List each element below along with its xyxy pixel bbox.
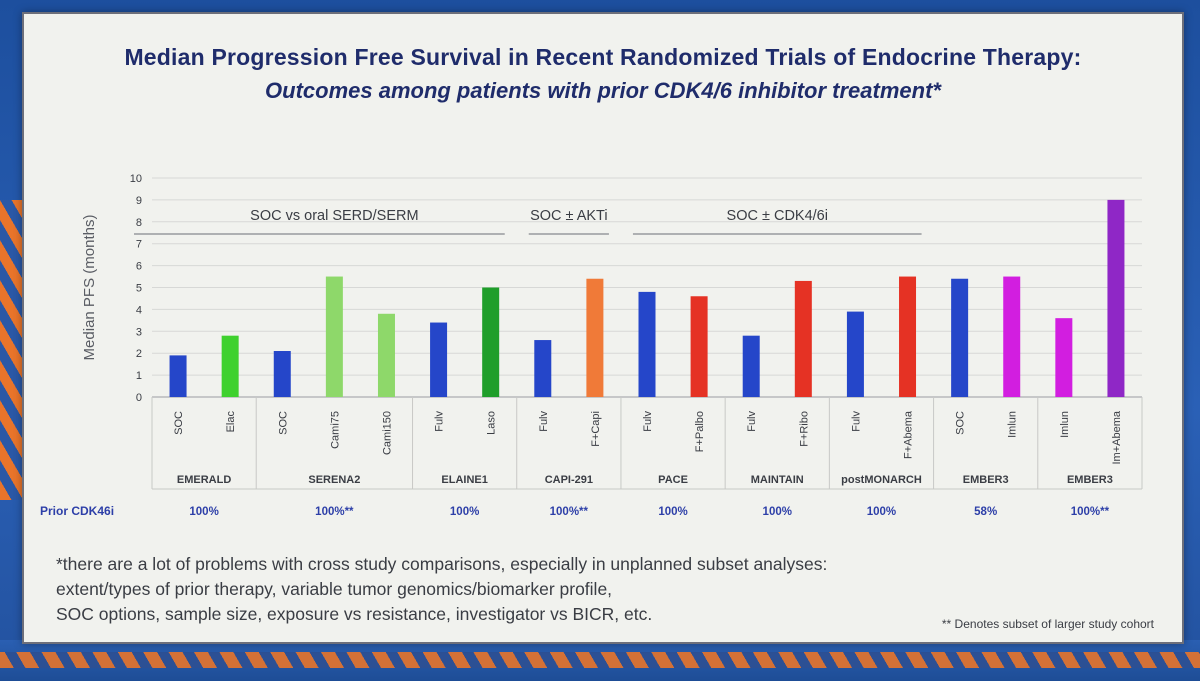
group-label: EMERALD	[177, 474, 231, 486]
group-label: EMBER3	[1067, 474, 1113, 486]
bar-label: SOC	[955, 411, 967, 435]
annotation-label: SOC ± CDK4/6i	[727, 208, 828, 224]
group-label: postMONARCH	[841, 474, 922, 486]
group-label: ELAINE1	[441, 474, 487, 486]
bar-label: F+Capi	[590, 411, 602, 447]
footnote-line-2: extent/types of prior therapy, variable …	[56, 579, 613, 599]
slide-title: Median Progression Free Survival in Rece…	[124, 44, 1082, 70]
bar-label: SOC	[277, 411, 289, 435]
bar	[638, 291, 656, 397]
bar	[377, 313, 395, 397]
prior-value: 100%	[867, 506, 896, 518]
bar	[534, 340, 552, 397]
bar	[1107, 199, 1125, 397]
bar-label: F+Ribo	[798, 411, 810, 447]
bar	[430, 322, 448, 397]
bar-label: Cami150	[381, 411, 393, 455]
bar	[899, 276, 917, 397]
bar	[1003, 276, 1021, 397]
footnote: *there are a lot of problems with cross …	[56, 552, 1016, 627]
bar-label: Cami75	[329, 411, 341, 449]
group-label: MAINTAIN	[751, 474, 804, 486]
bar	[482, 287, 500, 397]
y-tick-label: 9	[136, 195, 142, 207]
bar	[951, 278, 969, 397]
stage-stripe	[0, 652, 1200, 668]
bar-label: Fulv	[538, 411, 550, 432]
group-label: CAPI-291	[545, 474, 593, 486]
pfs-bar-chart: 0 1 2 3 4 5 6 7 8 9 10 Median PFS (months) SOC vs or…	[40, 173, 1143, 518]
bar	[690, 296, 708, 397]
y-tick-label: 8	[136, 217, 142, 229]
prior-value: 58%	[974, 506, 997, 518]
bar	[169, 355, 187, 397]
y-tick-label: 3	[136, 326, 142, 338]
bar-label: Fulv	[850, 411, 862, 432]
bar-label: Fulv	[746, 411, 758, 432]
group-label: SERENA2	[308, 474, 360, 486]
prior-value: 100%**	[1071, 506, 1110, 518]
y-tick-label: 1	[136, 370, 142, 382]
y-tick-label: 7	[136, 239, 142, 251]
y-tick-label: 4	[136, 304, 142, 316]
y-tick-label: 6	[136, 261, 142, 273]
slide: Median Progression Free Survival in Rece…	[22, 12, 1184, 644]
bar-label: Elac	[225, 411, 237, 433]
annotation-label: SOC vs oral SERD/SERM	[250, 208, 418, 224]
prior-row-label: Prior CDK46i	[40, 504, 114, 518]
bar-label: Imlun	[1007, 411, 1019, 438]
bar	[1055, 318, 1073, 397]
y-tick-label: 10	[130, 173, 142, 185]
bar-label: SOC	[173, 411, 185, 435]
y-tick-label: 0	[136, 392, 142, 404]
y-tick-label: 2	[136, 348, 142, 360]
bar-label: Imlun	[1059, 411, 1071, 438]
prior-value: 100%**	[550, 506, 589, 518]
bar-label: F+Abema	[903, 410, 915, 459]
prior-value: 100%	[450, 506, 479, 518]
footnote-line-1: *there are a lot of problems with cross …	[56, 554, 828, 574]
slide-subtitle: Outcomes among patients with prior CDK4/…	[265, 78, 941, 103]
bar	[846, 311, 864, 397]
subset-note: ** Denotes subset of larger study cohort	[941, 617, 1154, 631]
bar	[794, 280, 812, 397]
prior-value: 100%	[189, 506, 218, 518]
annotation-label: SOC ± AKTi	[530, 208, 608, 224]
stage-decoration-left	[0, 200, 22, 500]
group-label: EMBER3	[963, 474, 1009, 486]
bar	[742, 335, 760, 397]
group-label: PACE	[658, 474, 688, 486]
bar-label: Laso	[486, 411, 498, 435]
bar-label: Im+Abema	[1111, 410, 1123, 464]
bar	[586, 278, 604, 397]
prior-value: 100%	[658, 506, 687, 518]
bar	[325, 276, 343, 397]
bar-label: Fulv	[642, 411, 654, 432]
bar	[273, 351, 291, 397]
bar-label: F+Palbo	[694, 411, 706, 452]
prior-value: 100%	[763, 506, 792, 518]
footnote-line-3: SOC options, sample size, exposure vs re…	[56, 604, 653, 624]
prior-value: 100%**	[315, 506, 354, 518]
y-tick-label: 5	[136, 283, 142, 295]
bar-label: Fulv	[434, 411, 446, 432]
y-axis-label: Median PFS (months)	[81, 215, 98, 361]
bar	[221, 335, 239, 397]
